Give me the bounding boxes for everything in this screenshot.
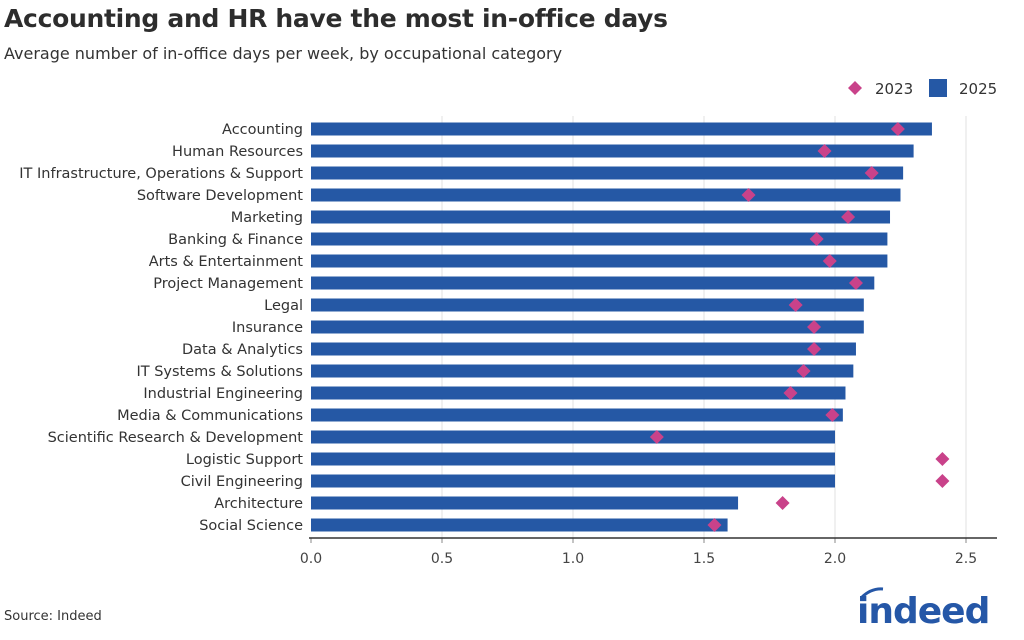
category-label: Insurance: [232, 320, 303, 336]
bar-2025: [311, 342, 856, 356]
chart-title: Accounting and HR have the most in-offic…: [4, 4, 668, 33]
bar-2025: [311, 496, 739, 510]
bar-2025: [311, 386, 846, 400]
diamond-2023: [841, 210, 856, 224]
category-label: Legal: [264, 298, 303, 314]
bar-2025: [311, 276, 875, 290]
bar-2025: [311, 320, 864, 334]
legend-diamond-2023: [848, 81, 862, 95]
category-label: Social Science: [199, 518, 303, 534]
legend-label-2023: 2023: [875, 80, 913, 98]
category-label: Accounting: [222, 122, 303, 138]
diamond-2023: [807, 342, 822, 356]
bar-2025: [311, 408, 843, 422]
diamond-2023: [783, 386, 798, 400]
diamond-2023: [822, 254, 837, 268]
svg-text:indeed: indeed: [857, 591, 989, 630]
category-label: Software Development: [137, 188, 303, 204]
category-label: Human Resources: [172, 144, 303, 160]
bar-2025: [311, 364, 854, 378]
x-tick-label: 0.5: [431, 551, 453, 567]
category-label: Civil Engineering: [181, 474, 303, 490]
category-label: Scientific Research & Development: [48, 430, 304, 446]
legend-square-2025: [929, 79, 947, 97]
diamond-2023: [935, 474, 950, 488]
x-tick-label: 2.0: [824, 551, 846, 567]
bar-2025: [311, 144, 914, 158]
diamond-2023: [825, 408, 840, 422]
diamond-2023: [788, 298, 803, 312]
bar-2025: [311, 518, 728, 532]
diamond-2023: [848, 276, 863, 290]
chart-subtitle: Average number of in-office days per wee…: [4, 44, 563, 63]
diamond-2023: [890, 122, 905, 136]
category-label: Project Management: [153, 276, 303, 292]
x-tick-label: 2.5: [955, 551, 977, 567]
category-label: Arts & Entertainment: [149, 254, 304, 270]
category-label: IT Infrastructure, Operations & Support: [19, 166, 303, 182]
bar-2025: [311, 474, 835, 488]
x-tick-label: 1.0: [562, 551, 584, 567]
diamond-2023: [649, 430, 664, 444]
diamond-2023: [864, 166, 879, 180]
category-label: Banking & Finance: [168, 232, 303, 248]
diamond-2023: [809, 232, 824, 246]
diamond-2023: [707, 518, 722, 532]
diamond-2023: [935, 452, 950, 466]
bar-2025: [311, 452, 835, 466]
category-label: IT Systems & Solutions: [136, 364, 303, 380]
category-label: Media & Communications: [117, 408, 303, 424]
bar-2025: [311, 166, 904, 180]
diamond-2023: [775, 496, 790, 510]
category-label: Marketing: [231, 210, 303, 226]
category-label: Industrial Engineering: [143, 386, 303, 402]
bar-2025: [311, 232, 888, 246]
legend-label-2025: 2025: [959, 80, 997, 98]
x-tick-label: 1.5: [693, 551, 715, 567]
bar-2025: [311, 254, 888, 268]
category-label: Architecture: [214, 496, 303, 512]
diamond-2023: [817, 144, 832, 158]
diamond-2023: [741, 188, 756, 202]
indeed-logo: indeed: [857, 587, 990, 630]
bar-2025: [311, 430, 835, 444]
diamond-2023: [796, 364, 811, 378]
x-tick-label: 0.0: [300, 551, 322, 567]
bar-2025: [311, 298, 864, 312]
bar-2025: [311, 122, 932, 136]
category-label: Data & Analytics: [182, 342, 303, 358]
bar-2025: [311, 188, 901, 202]
category-label: Logistic Support: [186, 452, 303, 468]
diamond-2023: [807, 320, 822, 334]
bar-2025: [311, 210, 891, 224]
source-note: Source: Indeed: [4, 609, 102, 624]
